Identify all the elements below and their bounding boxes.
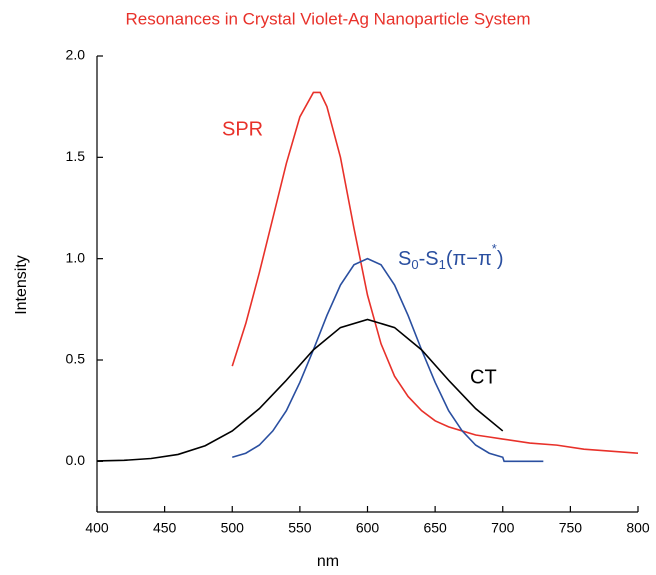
x-tick-label: 650 [423, 520, 447, 536]
x-tick-label: 550 [288, 520, 312, 536]
annotation: CT [470, 366, 497, 388]
y-tick-label: 2.0 [66, 47, 86, 63]
series-line [231, 91, 639, 455]
x-tick-label: 400 [85, 520, 109, 536]
annotation-part: 1 [439, 257, 446, 272]
y-axis-title: Intensity [13, 255, 30, 315]
y-tick-label: 1.5 [66, 148, 86, 164]
annotation: SPR [222, 118, 263, 140]
y-tick-label: 1.0 [66, 249, 86, 265]
y-tick-label: 0.0 [66, 452, 86, 468]
x-tick-label: 700 [491, 520, 515, 536]
y-tick-label: 0.5 [66, 351, 86, 367]
series-line [232, 257, 544, 463]
annotation-part: 0 [411, 257, 418, 272]
chart-title: Resonances in Crystal Violet-Ag Nanopart… [125, 9, 530, 28]
x-tick-label: 750 [559, 520, 583, 536]
x-tick-label: 450 [153, 520, 177, 536]
annotation-part: ) [497, 248, 504, 270]
x-tick-label: 800 [626, 520, 650, 536]
x-tick-label: 600 [356, 520, 380, 536]
x-tick-label: 500 [221, 520, 245, 536]
annotation-part: -S [419, 248, 439, 270]
annotation: S0-S1(π−π*) [398, 241, 503, 272]
annotation-part: (π−π [446, 248, 492, 270]
series-line [96, 318, 504, 462]
x-axis-title: nm [317, 553, 339, 570]
annotation-part: S [398, 248, 411, 270]
annotation-part: * [492, 241, 497, 256]
